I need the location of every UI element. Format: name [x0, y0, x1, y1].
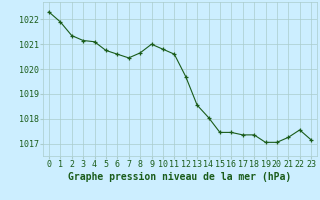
X-axis label: Graphe pression niveau de la mer (hPa): Graphe pression niveau de la mer (hPa) — [68, 172, 292, 182]
